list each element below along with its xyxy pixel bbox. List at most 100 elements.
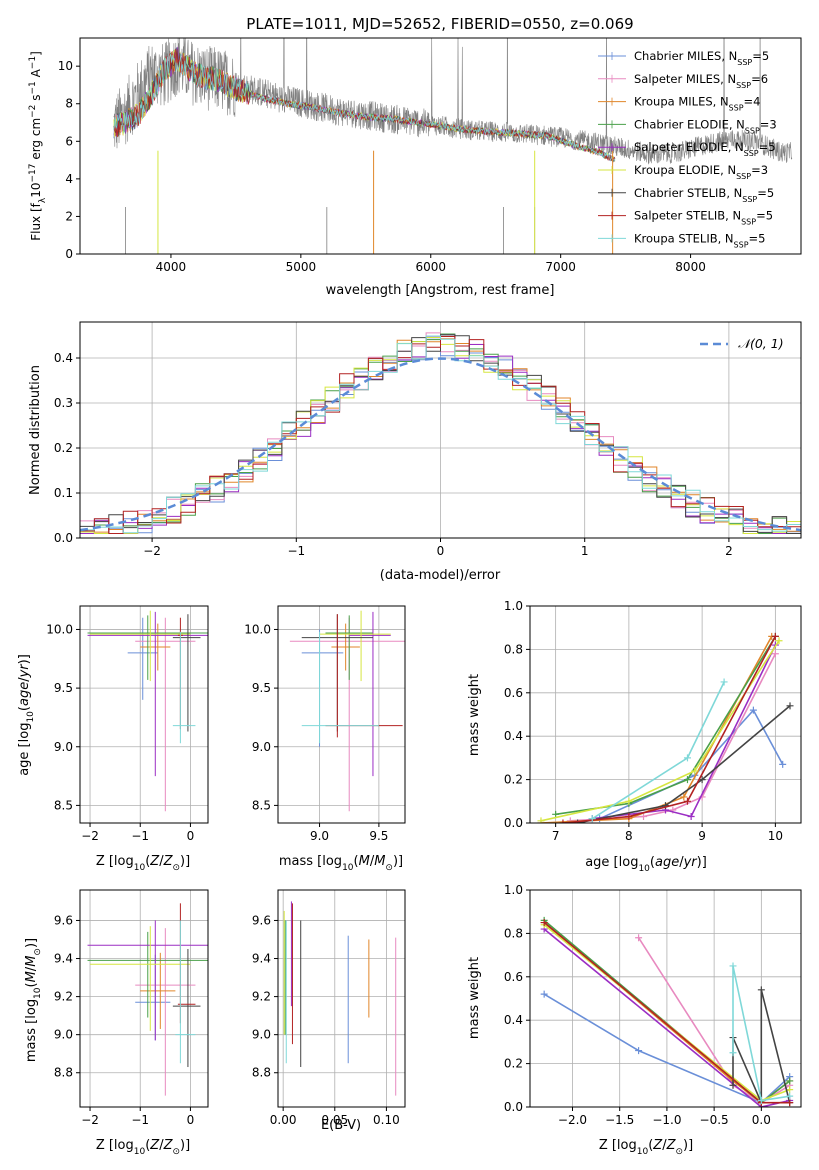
massweight-vs-Z-point-marker	[540, 919, 548, 927]
massweight-vs-Z-axes-frame	[529, 889, 802, 1108]
spectrum-ytick-label: 6	[65, 134, 73, 148]
mass-z-xlabel: Z [log10(Z/Z⊙)]	[96, 1138, 190, 1157]
massweight-vs-Z-point-marker	[757, 986, 765, 994]
mass-vs-EBV-panel	[278, 890, 405, 1107]
age-vs-Z-ytick-label: 9.5	[54, 681, 73, 695]
mass-vs-Z-ytick-label: 8.8	[54, 1066, 73, 1080]
spectrum-panel	[113, 38, 793, 254]
massweight-vs-age-ytick-label: 0.8	[504, 642, 523, 656]
legend-label: Chabrier ELODIE, NSSP=3	[634, 117, 777, 135]
massweight-vs-age-point-marker	[680, 793, 688, 801]
mass-vs-EBV-xtick-label: 0.05	[321, 1113, 348, 1127]
age-vs-mass-xtick-label: 9.0	[310, 829, 329, 843]
massweight-vs-age-point-marker	[779, 760, 787, 768]
axis-labels: wavelength [Angstrom, rest frame] Flux […	[17, 51, 707, 1157]
massweight-vs-age-ytick-label: 1.0	[504, 599, 523, 613]
legend-label: Salpeter MILES, NSSP=6	[634, 72, 768, 90]
spectrum-model-line	[113, 53, 616, 162]
massweight-vs-age-series-line	[562, 636, 777, 823]
massweight-vs-Z-plot-area	[540, 916, 794, 1107]
age-vs-mass-axes-frame	[277, 605, 406, 824]
massweight-vs-age-series-line	[540, 640, 780, 822]
residuals-ytick-label: 0.1	[54, 486, 73, 500]
spectrum-xtick-label: 5000	[286, 260, 317, 274]
mass-vs-EBV-ytick-label: 9.6	[252, 913, 271, 927]
mass-vs-Z-ytick-label: 9.0	[54, 1028, 73, 1042]
massweight-vs-Z-point-marker	[786, 1086, 794, 1094]
residuals-ytick-label: 0.4	[54, 351, 73, 365]
legend-label: Kroupa ELODIE, NSSP=3	[634, 163, 768, 181]
age-vs-Z-xtick-label: −1	[131, 829, 149, 843]
massweight-vs-age-series-line	[591, 681, 725, 820]
mass-vs-Z-frame: −2 −1 0 8.8 9.0 9.2 9.4 9.6	[54, 889, 209, 1127]
mass-vs-EBV-ytick-label: 9.0	[252, 1028, 271, 1042]
massweight-vs-Z-ytick-label: 0.2	[504, 1057, 523, 1071]
massweight-vs-age-panel	[530, 605, 801, 824]
massweight-vs-Z-series-line	[637, 937, 791, 1104]
age-vs-Z-panel	[80, 606, 208, 823]
massweight-vs-age-ytick-label: 0.2	[504, 773, 523, 787]
mass-vs-EBV-frame: 0.00 0.05 0.10 8.8 9.0 9.2 9.4 9.6	[252, 889, 406, 1127]
massweight-vs-age-point-marker	[625, 812, 633, 820]
massweight-vs-age-xtick-label: 7	[552, 829, 560, 843]
massweight-vs-age-point-marker	[683, 776, 691, 784]
age-vs-Z-ytick-label: 8.5	[54, 798, 73, 812]
residuals-xtick-label: −1	[287, 544, 305, 558]
normal-curve	[80, 357, 801, 532]
massweight-vs-age-xtick-label: 10	[768, 829, 783, 843]
massweight-vs-age-series-line	[599, 708, 784, 820]
massweight-vs-Z-point-marker	[635, 934, 643, 942]
spectrum-ytick-label: 10	[58, 59, 73, 73]
age-vs-Z-xtick-label: 0	[187, 829, 195, 843]
massweight-vs-age-ytick-label: 0.6	[504, 686, 523, 700]
mass-vs-EBV-axes-frame	[277, 889, 406, 1108]
massweight-vs-age-ytick-label: 0.0	[504, 816, 523, 830]
massweight-vs-Z-xtick-label: 0.0	[752, 1113, 771, 1127]
mw-z-xlabel: Z [log10(Z/Z⊙)]	[599, 1138, 693, 1157]
mass-vs-EBV-ytick-label: 8.8	[252, 1066, 271, 1080]
spectrum-model-line	[113, 48, 616, 162]
mass-vs-EBV-plot-area	[283, 901, 397, 1096]
mw-age-ylabel: mass weight	[467, 674, 482, 756]
residuals-panel	[80, 322, 801, 539]
massweight-vs-Z-point-marker	[786, 1077, 794, 1085]
massweight-vs-age-point-marker	[574, 819, 582, 823]
massweight-vs-Z-frame: −2.0 −1.5 −1.0 −0.5 0.0 0.0 0.2 0.4 0.6 0.8 1.0	[504, 883, 802, 1127]
mass-vs-Z-ytick-label: 9.2	[54, 990, 73, 1004]
panels: 4000 5000 6000 7000 8000 0 2 4 6 8 10 −2 −1 0 1 2 0.0 0.1…	[46, 37, 802, 1127]
residuals-xtick-label: 1	[581, 544, 589, 558]
massweight-vs-age-series-line	[577, 705, 791, 823]
age-vs-mass-ytick-label: 10.0	[244, 622, 271, 636]
residuals-xtick-label: −2	[143, 544, 161, 558]
residuals-plot-area	[80, 332, 801, 534]
massweight-vs-Z-ytick-label: 0.8	[504, 926, 523, 940]
residuals-ylabel: Normed distribution	[28, 365, 43, 495]
massweight-vs-Z-series-line	[543, 993, 791, 1104]
spectrum-frame: 4000 5000 6000 7000 8000 0 2 4 6 8 10	[58, 37, 802, 274]
massweight-vs-age-point-marker	[559, 819, 567, 823]
spectrum-ylabel: Flux [fλ10−17 erg cm−2 s−1 A−1]	[28, 51, 48, 241]
massweight-vs-age-frame: 7 8 9 10 0.0 0.2 0.4 0.6 0.8 1.0	[504, 599, 802, 843]
age-vs-Z-xtick-label: −2	[81, 829, 99, 843]
massweight-vs-age-point-marker	[775, 637, 783, 645]
massweight-vs-age-xtick-label: 9	[698, 829, 706, 843]
massweight-vs-Z-point-marker	[729, 1049, 737, 1057]
massweight-vs-Z-point-marker	[635, 1047, 643, 1055]
spectrum-plot-area	[113, 38, 793, 254]
massweight-vs-age-point-marker	[786, 702, 794, 710]
mass-ebv-xlabel: E(B-V)	[321, 1118, 361, 1133]
residuals-xlabel: (data-model)/error	[380, 568, 501, 583]
massweight-vs-age-point-marker	[771, 632, 779, 640]
massweight-vs-Z-point-marker	[786, 1099, 794, 1107]
mass-vs-Z-xtick-label: −2	[81, 1113, 99, 1127]
massweight-vs-age-point-marker	[683, 754, 691, 762]
age-vs-Z-plot-area	[87, 610, 208, 812]
age-vs-mass-xtick-label: 9.5	[369, 829, 388, 843]
massweight-vs-age-axes-frame	[529, 605, 802, 824]
massweight-vs-Z-panel	[530, 889, 801, 1108]
mass-vs-EBV-ytick-label: 9.2	[252, 990, 271, 1004]
mass-vs-Z-ytick-label: 9.4	[54, 952, 73, 966]
normal-legend-label: 𝒩(0, 1)	[738, 336, 784, 351]
mass-vs-Z-axes-frame	[79, 889, 209, 1108]
